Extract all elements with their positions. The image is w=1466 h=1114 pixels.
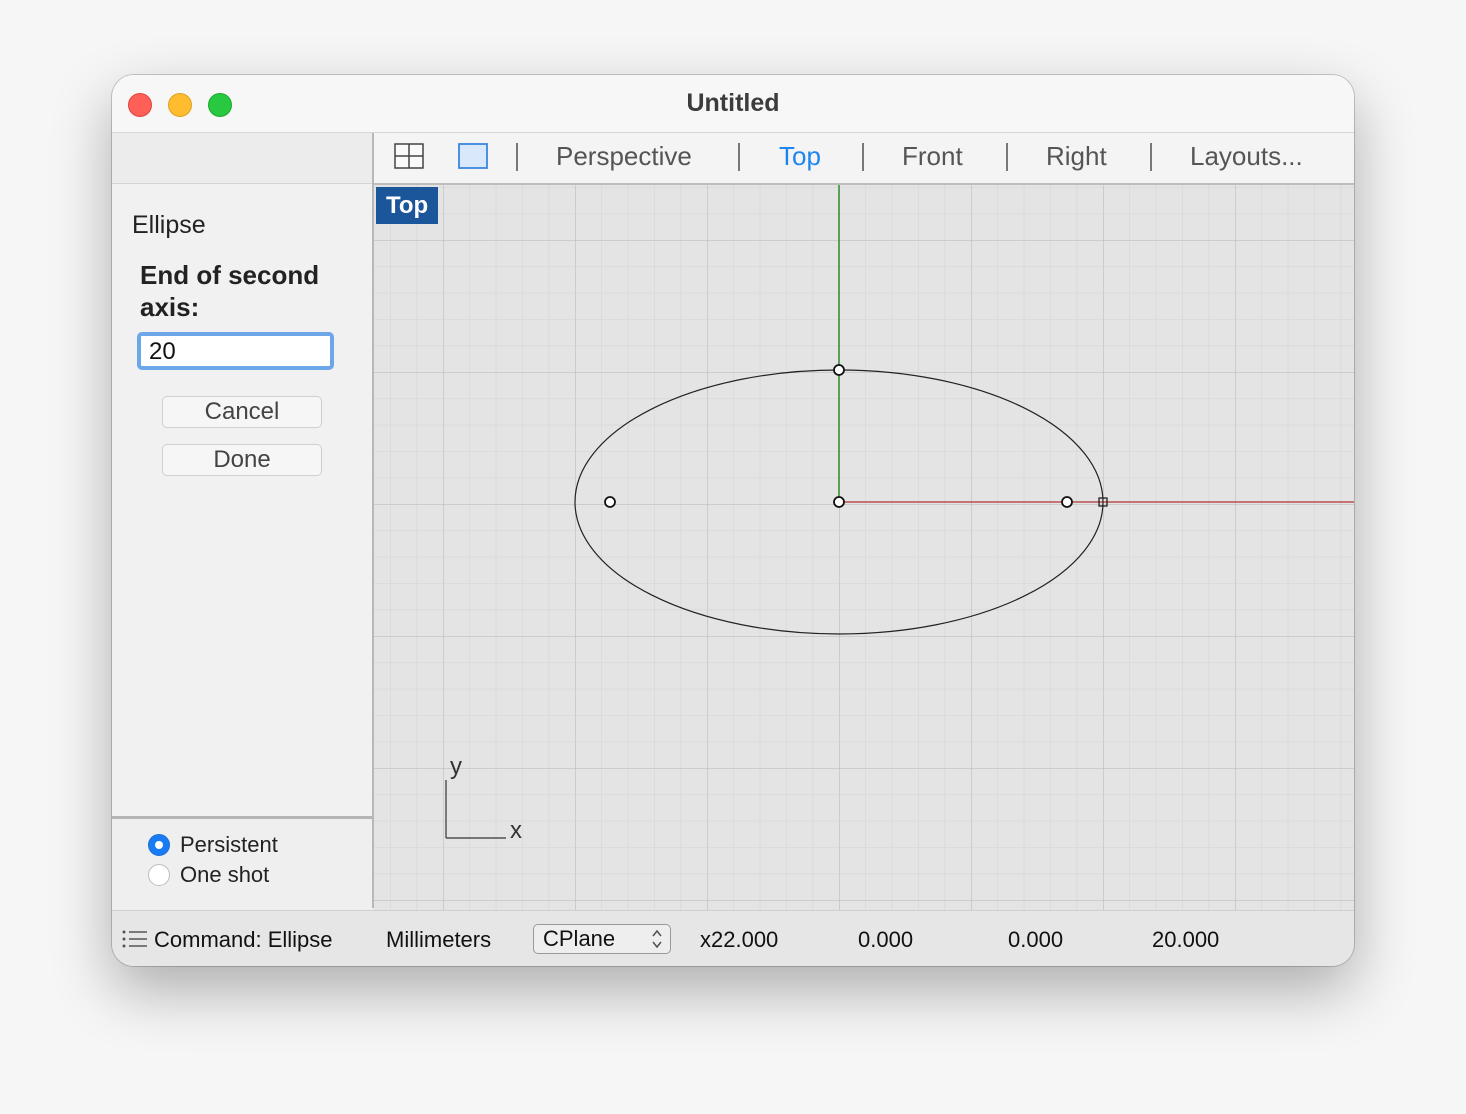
y-coordinate: 0.000 <box>858 927 914 952</box>
option-persistent-label: Persistent <box>180 832 278 857</box>
viewport-tabbar: Perspective Top Front Right Layouts... <box>374 133 1354 185</box>
tab-front[interactable]: Front <box>902 141 963 171</box>
tab-layouts[interactable]: Layouts... <box>1190 141 1303 171</box>
ellipse-center-point[interactable] <box>833 496 845 508</box>
tab-separator <box>1150 143 1152 171</box>
radio-selected-icon[interactable] <box>148 834 170 856</box>
axis-value-text: 20 <box>149 338 176 365</box>
tab-perspective[interactable]: Perspective <box>556 141 692 171</box>
units-label[interactable]: Millimeters <box>386 927 492 952</box>
major-grid <box>374 185 1354 910</box>
cplane-select-value: CPlane <box>543 926 616 951</box>
app-window: Untitled Ellipse End of second axis: 20 … <box>112 75 1354 966</box>
radio-unselected-icon[interactable] <box>148 864 170 886</box>
command-history-icon[interactable] <box>122 929 148 949</box>
single-viewport-icon[interactable] <box>458 143 488 169</box>
chevron-updown-icon <box>652 929 662 949</box>
cancel-button[interactable]: Cancel <box>162 396 322 428</box>
tab-separator <box>1006 143 1008 171</box>
tab-separator <box>862 143 864 171</box>
viewport-canvas[interactable] <box>374 185 1354 910</box>
tab-right[interactable]: Right <box>1046 141 1107 171</box>
axis-y-label: y <box>450 753 462 780</box>
command-name: Ellipse <box>132 211 206 239</box>
tab-top[interactable]: Top <box>779 141 821 171</box>
window-title: Untitled <box>686 89 780 117</box>
ellipse-axis-endpoint[interactable] <box>833 364 845 376</box>
viewport-label[interactable]: Top <box>376 187 439 224</box>
cursor-marker-icon <box>1098 497 1108 507</box>
close-window-button[interactable] <box>128 93 152 117</box>
option-one-shot-label: One shot <box>180 862 270 887</box>
titlebar: Untitled <box>112 75 1354 133</box>
command-prompt: End of second axis: <box>140 260 320 322</box>
command-line[interactable]: Command: Ellipse <box>154 927 333 952</box>
command-panel-header <box>112 133 372 184</box>
zoom-window-button[interactable] <box>208 93 232 117</box>
minimize-window-button[interactable] <box>168 93 192 117</box>
cplane-select[interactable]: CPlane <box>533 924 671 954</box>
tab-separator <box>516 143 518 171</box>
ellipse-focus-point[interactable] <box>604 496 616 508</box>
axis-value-input[interactable]: 20 <box>137 332 334 370</box>
command-panel: Ellipse End of second axis: 20 Cancel Do… <box>112 133 374 911</box>
ellipse-focus-point[interactable] <box>1061 496 1073 508</box>
x-coordinate: x22.000 <box>700 927 779 952</box>
axis-x-label: x <box>510 817 522 844</box>
tab-separator <box>738 143 740 171</box>
top-viewport[interactable]: Top y x <box>374 185 1354 910</box>
command-options: Persistent One shot <box>112 816 372 911</box>
statusbar: Command: Ellipse Millimeters CPlane x22.… <box>112 910 1354 966</box>
distance-readout: 20.000 <box>1152 927 1220 952</box>
z-coordinate: 0.000 <box>1008 927 1064 952</box>
done-button[interactable]: Done <box>162 444 322 476</box>
four-viewports-icon[interactable] <box>394 143 424 169</box>
